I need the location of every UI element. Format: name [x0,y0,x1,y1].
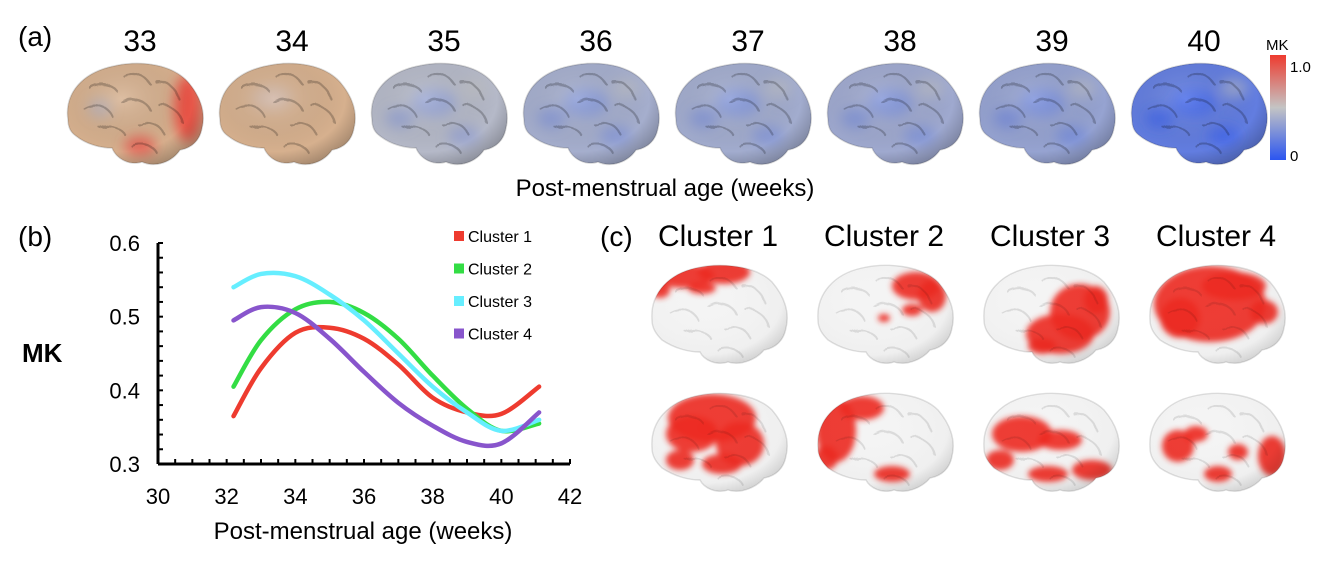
week-label-34: 34 [275,25,308,58]
week-brain-40 [1130,62,1268,166]
y-tick-label: 0.4 [109,378,140,403]
legend-label-cluster-1: Cluster 1 [468,229,532,246]
week-brain-34 [218,62,356,166]
legend-swatch-cluster-3 [454,296,464,306]
x-tick-label: 32 [214,484,238,509]
x-tick-label: 42 [558,484,582,509]
week-label-35: 35 [427,25,460,58]
y-tick-label: 0.5 [109,305,140,330]
chart-xlabel: Post-menstrual age (weeks) [214,518,513,545]
x-tick-label: 36 [352,484,376,509]
cluster-title-2: Cluster 2 [824,220,944,253]
x-tick-label: 30 [146,484,170,509]
week-label-36: 36 [579,25,612,58]
cluster-title-1: Cluster 1 [658,220,778,253]
legend-label-cluster-4: Cluster 4 [468,327,532,344]
series-line-cluster-4 [231,304,542,449]
panel-c-label: (c) [600,221,633,252]
mk-line-chart: 30 32 34 36 38 40 42 0.3 0.4 0.5 0.6 Cluster 1 Clust… [109,229,582,509]
week-label-38: 38 [883,25,916,58]
week-label-37: 37 [731,25,764,58]
panel-b-label: (b) [18,221,52,252]
week-brain-33 [66,62,204,166]
cluster-brain-grid: Cluster 1 Cluster 2 Cluster 3 Cluster 4 [651,220,1286,492]
legend-swatch-cluster-1 [454,231,464,241]
colorbar-max-label: 1.0 [1290,59,1311,76]
week-label-33: 33 [123,25,156,58]
week-brain-row: 33 34 35 36 37 38 39 40 [66,25,1268,166]
x-tick-label: 38 [420,484,444,509]
week-brain-35 [370,62,508,166]
cluster-2-brain-lateral [817,264,954,364]
week-brain-38 [826,62,964,166]
cluster-title-4: Cluster 4 [1156,220,1276,253]
week-brain-36 [522,62,660,166]
cluster-3-brain-medial [983,392,1120,492]
x-tick-label: 40 [489,484,513,509]
series-line-cluster-2 [231,299,542,434]
legend-label-cluster-2: Cluster 2 [468,262,532,279]
x-tick-label: 34 [283,484,307,509]
week-brain-37 [674,62,812,166]
y-tick-label: 0.3 [109,452,140,477]
chart-ylabel: MK [22,338,63,368]
legend-label-cluster-3: Cluster 3 [468,294,532,311]
y-tick-label: 0.6 [109,231,140,256]
week-label-39: 39 [1035,25,1068,58]
cluster-title-3: Cluster 3 [990,220,1110,253]
panel-a-xlabel: Post-menstrual age (weeks) [516,175,815,202]
legend-swatch-cluster-4 [454,328,464,339]
legend-swatch-cluster-2 [454,263,464,274]
colorbar-title: MK [1266,37,1289,54]
series-line-cluster-1 [231,324,542,419]
cluster-1-brain-medial [651,392,788,492]
mk-colorbar: MK 1.0 0 [1266,37,1311,165]
week-brain-39 [978,62,1116,166]
colorbar-min-label: 0 [1290,148,1298,165]
cluster-4-brain-medial [1149,392,1286,492]
panel-a-label: (a) [18,21,52,52]
colorbar-gradient [1270,55,1286,160]
cluster-3-brain-lateral [983,264,1120,364]
series-line-cluster-3 [231,270,542,434]
week-label-40: 40 [1187,25,1220,58]
cluster-1-brain-lateral [651,264,788,364]
cluster-2-brain-medial [817,392,954,492]
cluster-4-brain-lateral [1149,264,1286,364]
